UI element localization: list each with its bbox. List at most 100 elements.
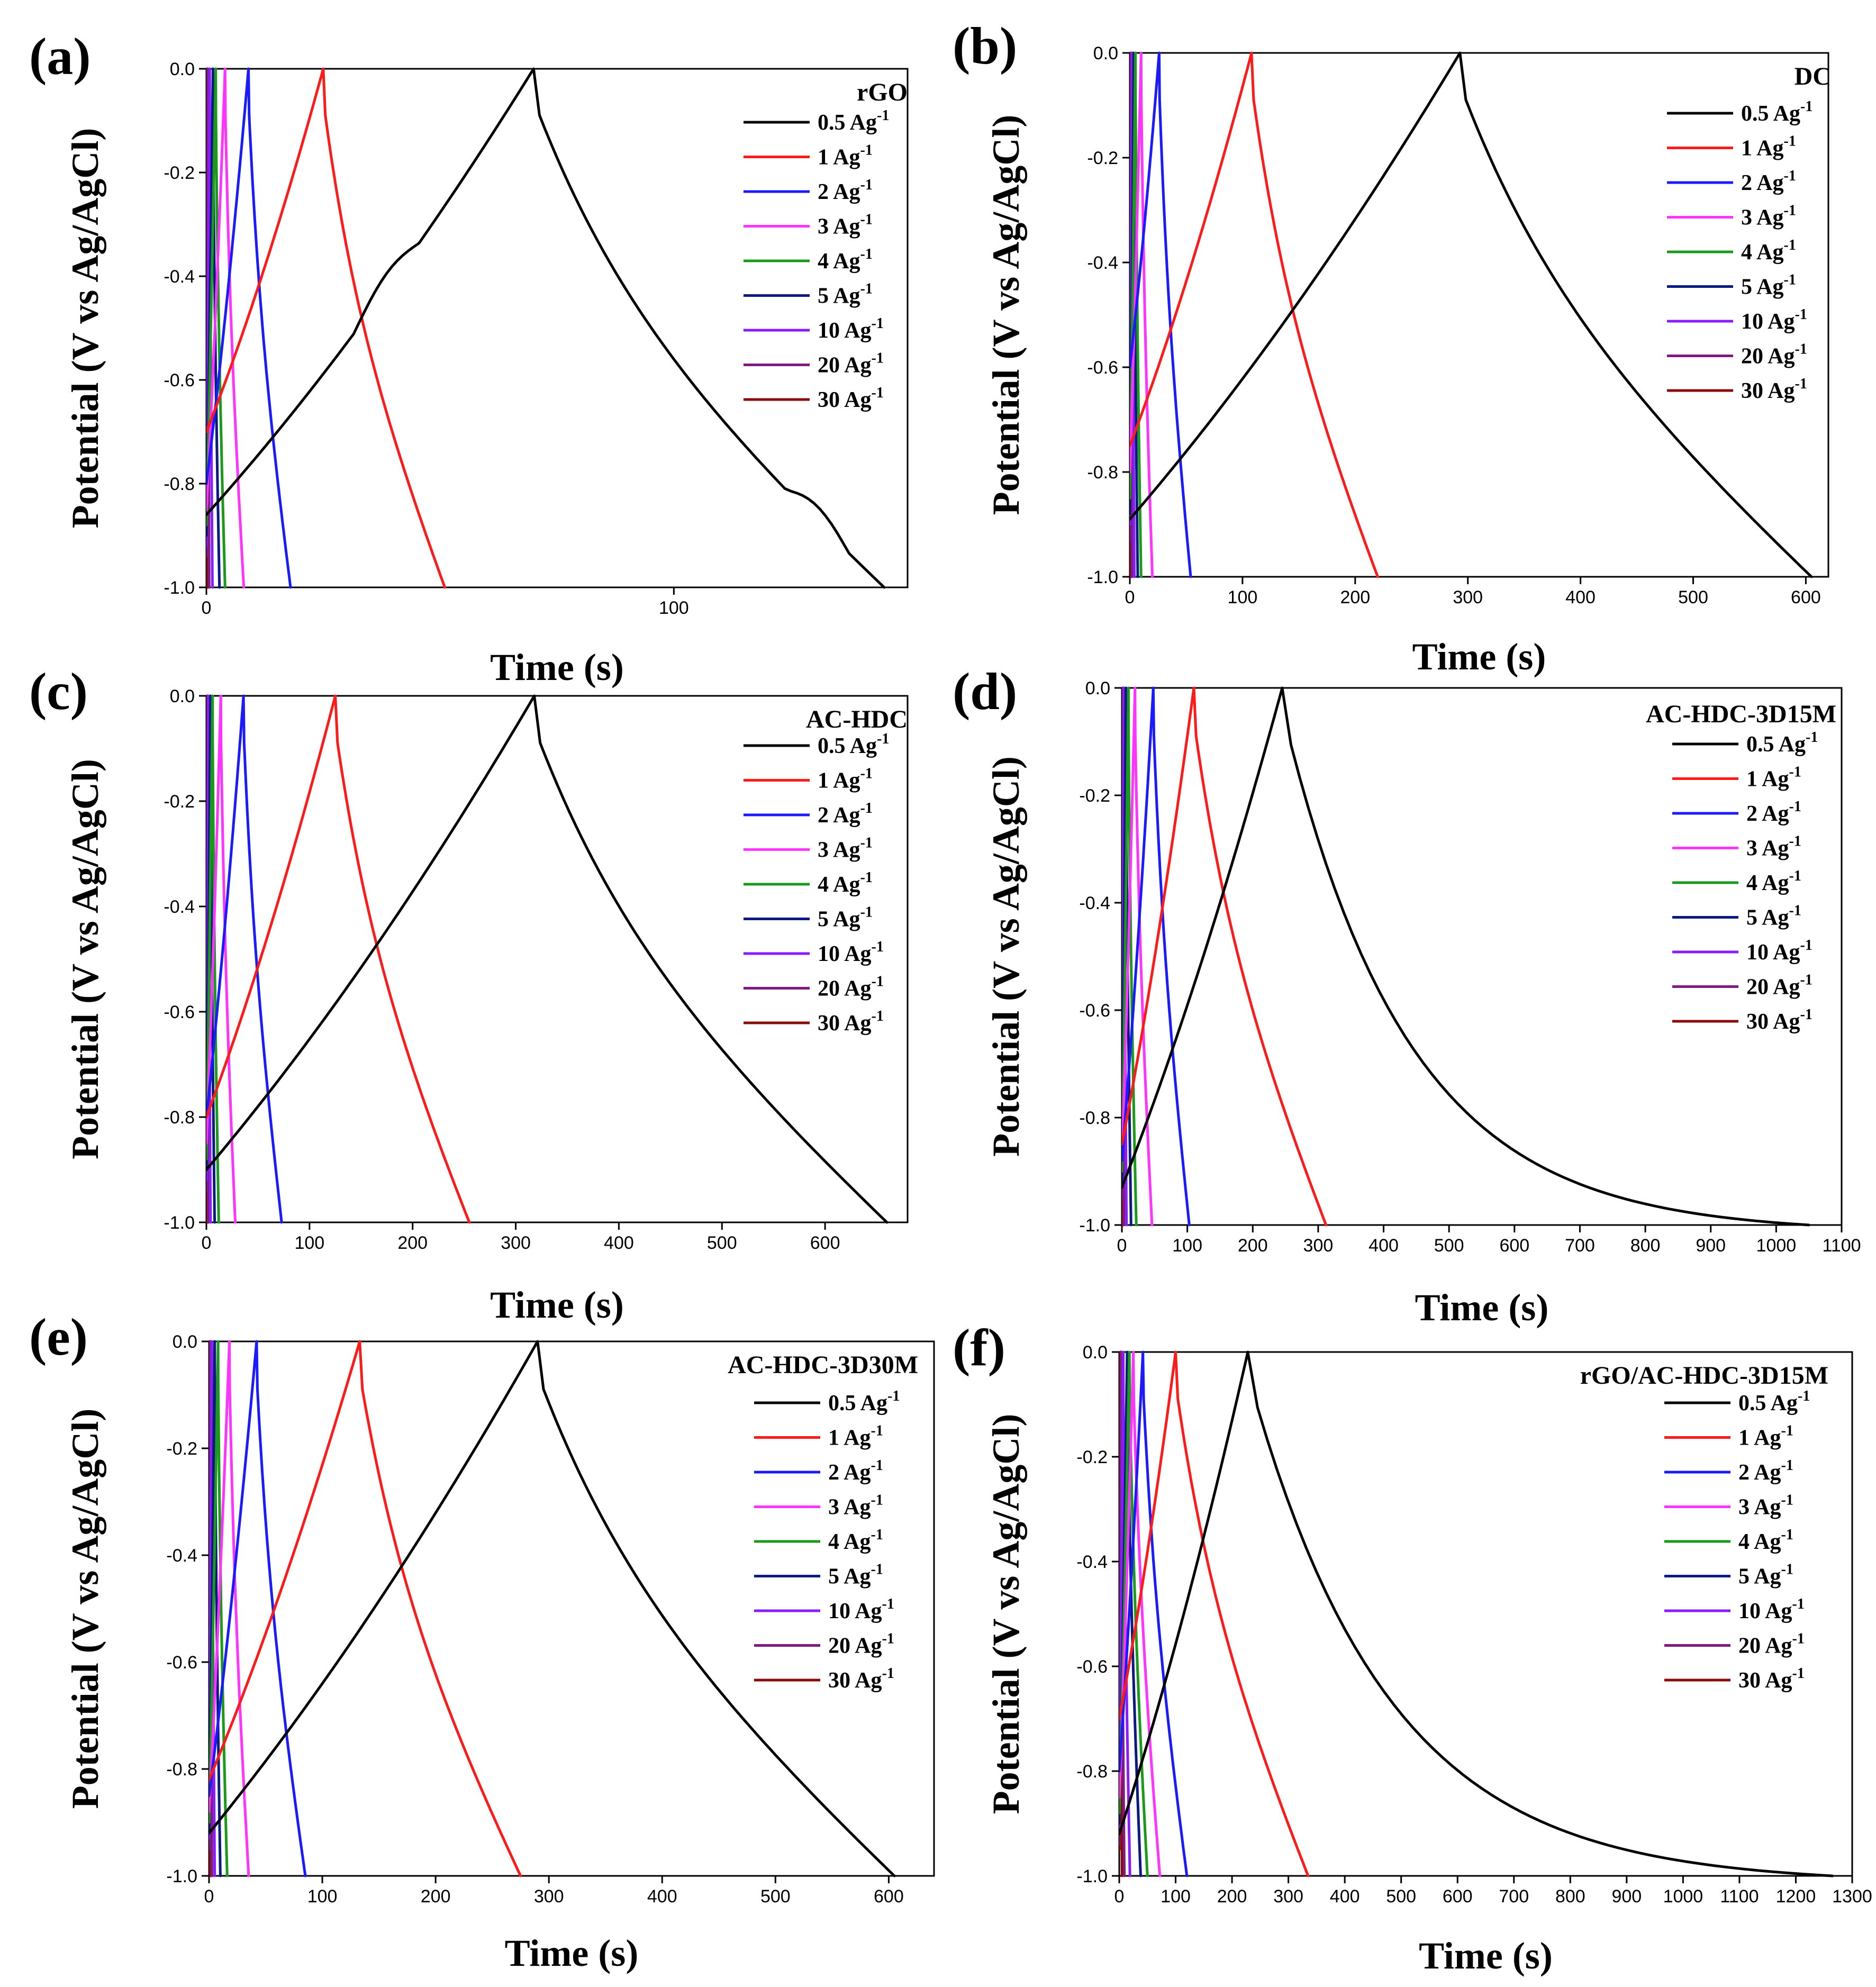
legend-entry-label: 0.5 Ag-1 [1741, 98, 1812, 126]
gcd-curve-41-ag [209, 1340, 229, 1877]
legend-entry-label: 0.5 Ag-1 [1746, 729, 1818, 757]
legend-entry-label: 3 Ag-1 [818, 835, 873, 863]
legend-superscript: -1 [1800, 98, 1812, 115]
legend-entry-label: 10 Ag-1 [818, 939, 884, 966]
legend-entry-label: 2 Ag-1 [1738, 1457, 1793, 1485]
gcd-curve-0_51-ag [1130, 51, 1813, 578]
gcd-curve-21-ag [1119, 1350, 1189, 1877]
legend-entry-label: 2 Ag-1 [818, 177, 873, 204]
legend-entry-label: 30 Ag-1 [1738, 1665, 1805, 1693]
x-tick-label: 100 [1161, 1886, 1191, 1907]
legend-entry-label: 1 Ag-1 [818, 766, 873, 793]
y-tick-label: -0.6 [164, 370, 195, 391]
legend-superscript: -1 [872, 315, 884, 332]
x-tick-label: 500 [760, 1886, 791, 1907]
chart-panel-5: (e) 0.0 -0.2 -0.4 -0.6 -0.8 -1.0 0 100 200 300 400 5… [29, 1308, 935, 1974]
x-tick-label: 600 [1443, 1886, 1473, 1907]
legend-superscript: -1 [1781, 1527, 1793, 1543]
legend-entry-label: 1 Ag-1 [1738, 1423, 1793, 1450]
x-tick-label: 300 [534, 1886, 564, 1907]
legend-superscript: -1 [871, 1527, 883, 1543]
y-tick-label: -1.0 [1079, 1215, 1110, 1236]
legend-superscript: -1 [871, 1457, 883, 1474]
gcd-curve-41-ag [1122, 686, 1138, 1227]
gcd-curve-31-ag [206, 694, 237, 1224]
legend-entry-label: 10 Ag-1 [828, 1596, 894, 1623]
x-tick-label: 0 [202, 598, 212, 618]
x-tick-label: 0 [1125, 587, 1135, 607]
legend-superscript: -1 [887, 1388, 900, 1404]
legend-entry-label: 2 Ag-1 [818, 800, 873, 828]
panel-letter: (a) [29, 27, 91, 86]
chart-panel-1: (a) 0.0 -0.2 -0.4 -0.6 -0.8 -1.0 0 100 Time (s) Po… [29, 27, 909, 688]
legend-title: DC [1795, 62, 1831, 90]
x-tick-label: 1000 [1756, 1236, 1797, 1256]
y-tick-label: -0.2 [166, 1439, 197, 1459]
legend-entry-label: 0.5 Ag-1 [818, 107, 889, 135]
plot-frame [1121, 687, 1843, 1226]
legend-entry-label: 30 Ag-1 [1741, 376, 1807, 403]
x-tick-label: 400 [1330, 1886, 1360, 1907]
legend-superscript: -1 [872, 350, 884, 367]
legend-entry-label: 30 Ag-1 [1746, 1006, 1812, 1034]
x-tick-label: 200 [397, 1233, 428, 1253]
legend-superscript: -1 [1800, 1006, 1812, 1023]
y-tick-label: -0.4 [1079, 893, 1110, 913]
x-tick-label: 200 [1340, 587, 1370, 607]
y-tick-label: -0.8 [1079, 1108, 1110, 1128]
legend-superscript: -1 [1806, 729, 1818, 746]
x-tick-label: 500 [1386, 1886, 1416, 1907]
gcd-curve-11-ag [1130, 51, 1379, 578]
legend-entry-label: 0.5 Ag-1 [1738, 1388, 1810, 1416]
legend-superscript: -1 [860, 246, 873, 262]
plot-frame [205, 68, 909, 588]
y-tick-label: -0.8 [1076, 1762, 1108, 1782]
x-tick-label: 400 [604, 1233, 634, 1253]
y-tick-label: -0.4 [1087, 253, 1118, 273]
legend-entry-label: 0.5 Ag-1 [818, 731, 889, 758]
gcd-curve-11-ag [206, 67, 446, 589]
legend-title: rGO [857, 78, 908, 106]
legend-entry-label: 0.5 Ag-1 [828, 1388, 900, 1416]
x-tick-label: 300 [1273, 1886, 1303, 1907]
legend-entry-label: 4 Ag-1 [818, 869, 873, 897]
legend-entry-label: 2 Ag-1 [828, 1457, 883, 1485]
x-tick-label: 300 [1303, 1236, 1334, 1256]
y-tick-label: -0.2 [164, 792, 195, 812]
x-tick-label: 300 [1453, 587, 1483, 607]
legend-entry-label: 1 Ag-1 [1746, 764, 1801, 792]
legend-title: AC-HDC [806, 705, 908, 733]
legend-entry-label: 4 Ag-1 [828, 1527, 883, 1554]
legend-superscript: -1 [871, 1423, 883, 1439]
x-tick-label: 100 [294, 1233, 324, 1253]
y-axis-title: Potential (V vs Ag/AgCl) [64, 759, 106, 1159]
plot-frame [208, 1340, 935, 1877]
legend: AC-HDC-3D30M 0.5 Ag-1 1 Ag-1 2 Ag-1 3 Ag-1 4 … [728, 1351, 918, 1693]
x-tick-label: 0 [204, 1886, 214, 1907]
legend-entry-label: 5 Ag-1 [828, 1562, 883, 1589]
y-tick-label: -0.8 [166, 1759, 197, 1780]
legend-superscript: -1 [1795, 376, 1807, 392]
y-tick-label: -0.6 [1087, 358, 1118, 378]
legend-entry-label: 10 Ag-1 [1746, 937, 1812, 965]
x-axis-title: Time (s) [1412, 636, 1546, 678]
legend-superscript: -1 [1789, 799, 1801, 815]
x-tick-label: 500 [707, 1233, 737, 1253]
plot-frame [205, 695, 909, 1223]
legend-entry-label: 4 Ag-1 [818, 246, 873, 274]
legend-superscript: -1 [1792, 1665, 1805, 1682]
y-tick-label: -1.0 [1087, 567, 1118, 587]
panel-letter: (b) [953, 16, 1017, 75]
x-tick-label: 200 [421, 1886, 451, 1907]
y-tick-label: -0.2 [1087, 148, 1118, 168]
legend-entry-label: 2 Ag-1 [1746, 799, 1801, 826]
gcd-curve-31-ag [1130, 51, 1154, 578]
legend-superscript: -1 [860, 142, 873, 159]
y-axis-title: Potential (V vs Ag/AgCl) [64, 128, 106, 529]
legend-entry-label: 10 Ag-1 [1741, 306, 1807, 334]
x-axis-title: Time (s) [1415, 1286, 1549, 1329]
gcd-curve-11-ag [206, 694, 471, 1224]
legend-superscript: -1 [882, 1665, 894, 1682]
gcd-curve-41-ag [1130, 51, 1143, 578]
legend-entry-label: 5 Ag-1 [818, 904, 873, 932]
